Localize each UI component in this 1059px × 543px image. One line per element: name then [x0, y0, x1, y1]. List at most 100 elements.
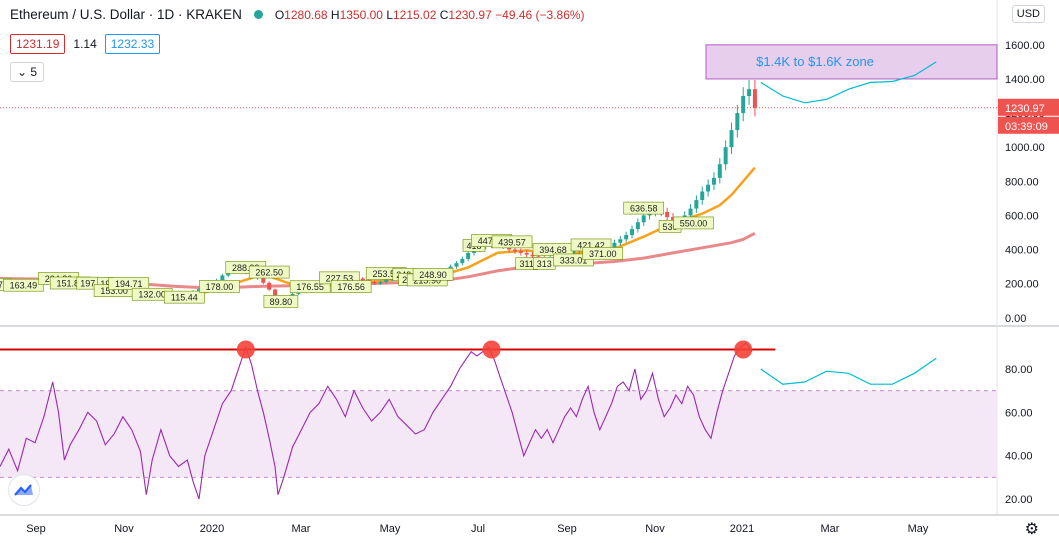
time-axis-tick: Mar: [292, 523, 311, 535]
candle-body: [196, 289, 201, 292]
resistance-touch-marker: [482, 340, 501, 359]
candle-body: [752, 89, 757, 108]
ask-price-button[interactable]: 1232.33: [104, 34, 161, 54]
price-axis-tick: 800.00: [1005, 176, 1039, 188]
candle-body: [518, 251, 523, 253]
target-zone-label: $1.4K to $1.6K zone: [756, 54, 874, 69]
candle-body: [384, 279, 389, 282]
price-axis-tick: 1600.00: [1005, 40, 1045, 52]
candle-body: [261, 278, 266, 283]
spread-value: 1.14: [73, 37, 97, 51]
candle-body: [694, 200, 699, 209]
price-callout-label: 313: [537, 259, 552, 269]
price-axis-tick: 600.00: [1005, 210, 1039, 222]
price-callout-box: [108, 277, 150, 290]
bid-price-button[interactable]: 1231.19: [10, 34, 66, 54]
price-callout-label: 288.99: [232, 263, 260, 273]
price-callout-label: 194.71: [115, 279, 143, 289]
candle-body: [706, 184, 711, 192]
resistance-touch-marker: [236, 340, 255, 359]
candle-body: [723, 147, 728, 165]
price-callout-label: 530: [663, 222, 678, 232]
rsi-axis-tick: 60.00: [1005, 407, 1033, 419]
price-callout-label: 253.54: [372, 269, 400, 279]
resistance-touch-marker: [734, 340, 753, 359]
price-callout-box: [673, 216, 714, 230]
price-callout-box: [199, 280, 240, 293]
close-value: 1230.97: [448, 7, 492, 22]
rsi-axis-tick: 40.00: [1005, 451, 1033, 463]
price-callout-label: 227.53: [326, 273, 354, 283]
price-callout-label: 19: [100, 279, 110, 289]
candle-body: [267, 282, 272, 290]
candle-body: [524, 252, 529, 255]
indicator-count: 5: [30, 65, 38, 79]
price-callout-label: 311: [520, 259, 534, 269]
indicators-collapse-button[interactable]: ⌄ 5: [10, 62, 45, 82]
candle-body: [378, 281, 383, 284]
currency-button[interactable]: USD: [1011, 5, 1045, 23]
price-callout-label: 176.55: [296, 282, 324, 292]
price-callout-label: 151.86: [56, 278, 84, 288]
time-axis-tick: May: [380, 523, 401, 535]
candle-body: [711, 177, 716, 185]
candle-body: [466, 252, 471, 259]
candle-body: [700, 191, 705, 201]
price-callout-box: [330, 280, 372, 293]
chart-header: Ethereum / U.S. Dollar · 1D · KRAKEN O12…: [10, 7, 585, 22]
candle-body: [454, 263, 459, 267]
price-callout-box: [263, 295, 299, 308]
candle-body: [630, 229, 635, 236]
change-value: −49.46 (−3.86%): [495, 7, 585, 22]
last-price-tag: [998, 98, 1059, 116]
price-callout-label: 89.80: [270, 297, 293, 307]
low-label: L: [386, 7, 393, 22]
candle-body: [747, 89, 752, 96]
price-axis-tick: 1400.00: [1005, 74, 1045, 86]
price-callout-box: [412, 267, 454, 281]
price-callout-label: 421.42: [577, 240, 605, 250]
time-axis-tick: Jul: [471, 523, 485, 535]
candle-body: [670, 217, 675, 223]
candle-body: [512, 249, 517, 252]
candle-body: [460, 258, 465, 264]
open-label: O: [274, 7, 285, 22]
price-callout-label: 394.68: [539, 245, 567, 255]
market-status-dot: [253, 10, 263, 19]
high-value: 1350.00: [339, 7, 383, 22]
price-callout-label: 115.44: [171, 293, 198, 303]
price-axis-tick: 1000.00: [1005, 142, 1045, 154]
price-callout-label: 439.57: [498, 237, 526, 247]
rsi-axis-tick: 20.00: [1005, 494, 1033, 506]
price-callout-label: 132.00: [138, 290, 166, 300]
rsi-axis-tick: 80.00: [1005, 364, 1033, 376]
candle-body: [612, 242, 617, 248]
time-axis-tick: Nov: [114, 523, 134, 535]
ohlc-readout: O1280.68 H1350.00 L1215.02 C1230.97 −49.…: [275, 8, 585, 22]
price-projection-curve: [760, 61, 937, 104]
price-callout-label: 550.00: [680, 218, 708, 228]
tradingview-logo-icon[interactable]: [8, 474, 40, 506]
countdown-tag: [998, 116, 1059, 134]
price-callout-label: 262.50: [255, 268, 283, 278]
time-axis-tick: May: [908, 523, 929, 535]
gear-icon[interactable]: ⚙: [1024, 521, 1039, 538]
price-axis-tick: 400.00: [1005, 245, 1039, 257]
chevron-down-icon: ⌄: [17, 65, 28, 79]
close-label: C: [439, 7, 449, 22]
open-value: 1280.68: [284, 7, 328, 22]
candle-body: [624, 235, 629, 240]
candle-body: [665, 212, 670, 218]
candle-body: [729, 130, 734, 148]
target-zone-box: [705, 44, 998, 80]
candle-body: [688, 208, 693, 216]
countdown-tag-label: 03:39:09: [1005, 121, 1048, 133]
symbol-title[interactable]: Ethereum / U.S. Dollar · 1D · KRAKEN: [10, 7, 242, 22]
price-callout-label: 176.56: [337, 282, 365, 292]
time-axis-tick: Sep: [26, 523, 46, 535]
time-axis-tick: Mar: [821, 523, 840, 535]
candle-body: [372, 281, 377, 284]
time-axis-tick: 2021: [730, 523, 754, 535]
candle-body: [735, 113, 740, 131]
